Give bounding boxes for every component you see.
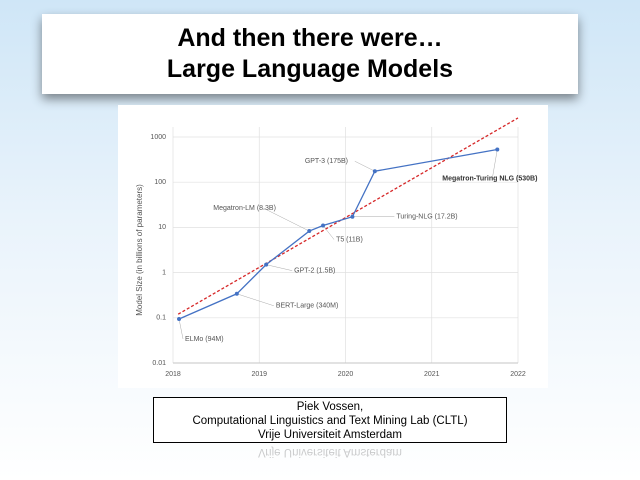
leader-line bbox=[236, 293, 274, 307]
point bbox=[372, 169, 377, 174]
y-tick-label: 0.01 bbox=[152, 360, 166, 367]
point-label: Megatron-Turing NLG (530B) bbox=[442, 175, 537, 182]
x-tick-label: 2018 bbox=[165, 371, 181, 378]
trend-line bbox=[177, 117, 519, 315]
y-tick-label: 1000 bbox=[150, 134, 166, 141]
point bbox=[234, 291, 239, 296]
chart: Model Size (in billions of parameters) 0… bbox=[118, 105, 548, 388]
y-tick-label: 100 bbox=[154, 179, 166, 186]
leader-line bbox=[354, 160, 375, 172]
credit-line: Vrije Universiteit Amsterdam bbox=[257, 429, 402, 441]
x-tick-label: 2022 bbox=[510, 371, 526, 378]
credit-box: Piek Vossen, Computational Linguistics a… bbox=[153, 397, 507, 443]
point-label: Megatron-LM (8.3B) bbox=[213, 205, 276, 212]
x-tick-label: 2021 bbox=[424, 371, 440, 378]
point-label: BERT-Large (340M) bbox=[276, 303, 339, 310]
point bbox=[177, 317, 182, 322]
chart-bg bbox=[118, 105, 548, 388]
y-tick-label: 0.1 bbox=[156, 315, 166, 322]
point-label: T5 (11B) bbox=[336, 236, 363, 243]
leader-line bbox=[178, 318, 184, 340]
point-label: GPT-3 (175B) bbox=[305, 158, 348, 165]
title-box: And then there were… Large Language Mode… bbox=[42, 14, 578, 94]
credit-line: Computational Linguistics and Text Minin… bbox=[192, 415, 468, 427]
leader-line bbox=[266, 264, 293, 271]
point bbox=[264, 262, 269, 267]
x-tick-label: 2019 bbox=[251, 371, 267, 378]
point-label: Turing-NLG (17.2B) bbox=[396, 214, 457, 221]
point-label: GPT-2 (1.5B) bbox=[294, 267, 335, 274]
x-tick-label: 2020 bbox=[338, 371, 354, 378]
leader-line bbox=[322, 225, 335, 240]
title-line: Large Language Models bbox=[166, 55, 454, 83]
point bbox=[495, 147, 500, 152]
point bbox=[307, 229, 312, 234]
data-line bbox=[178, 148, 498, 320]
point bbox=[321, 223, 326, 228]
y-tick-label: 1 bbox=[162, 269, 166, 276]
point bbox=[350, 214, 355, 219]
y-axis-title: Model Size (in billions of parameters) bbox=[135, 184, 144, 316]
point-label: ELMo (94M) bbox=[185, 336, 224, 343]
leader-line bbox=[263, 207, 310, 232]
y-tick-label: 10 bbox=[158, 224, 166, 231]
credit-line: Piek Vossen, bbox=[296, 401, 364, 413]
credit-reflection: Vrije Universiteit Amsterdam bbox=[257, 446, 402, 458]
leader-line bbox=[492, 149, 498, 179]
title-line: And then there were… bbox=[177, 24, 443, 52]
